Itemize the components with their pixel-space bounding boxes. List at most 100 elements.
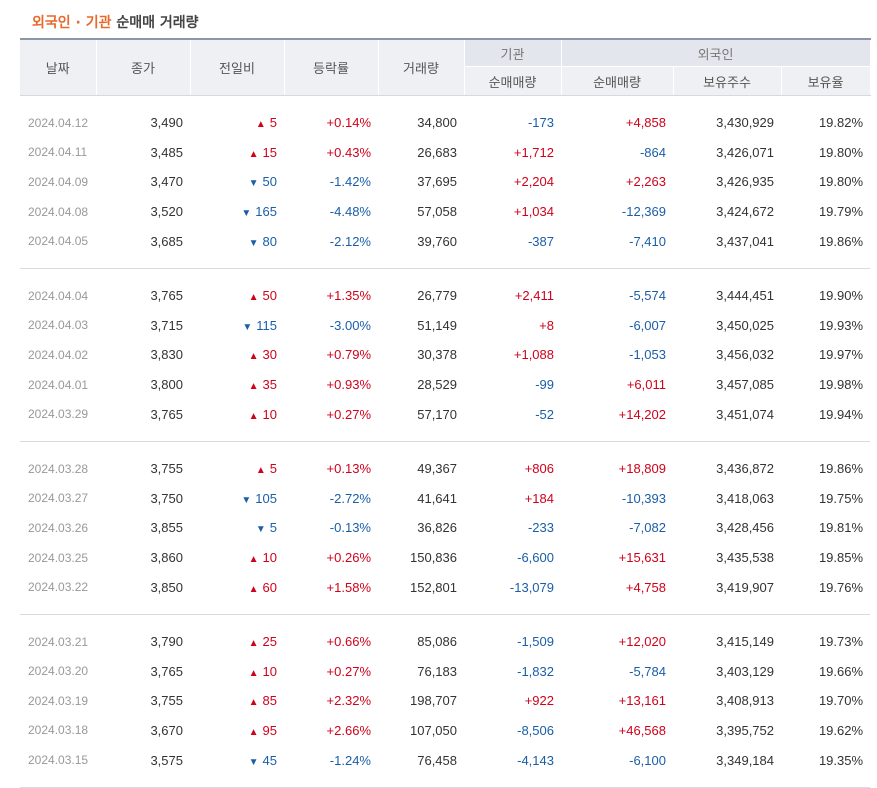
group-divider — [20, 614, 871, 615]
cell-foreign-ratio: 19.35% — [818, 752, 864, 768]
table-row: 2024.04.11 3,485 ▲ 15 +0.43% 26,683 +1,712 -864… — [20, 138, 870, 168]
change-value: 15 — [262, 144, 277, 160]
cell-foreign-holdings: 3,424,672 — [716, 204, 774, 220]
cell-close: 3,485 — [150, 144, 183, 160]
cell-change: ▲ 10 — [190, 543, 284, 573]
cell-close: 3,755 — [150, 693, 183, 709]
cell-foreign-net: +13,161 — [618, 693, 666, 709]
cell-institution-net: +1,712 — [513, 144, 554, 160]
group-divider — [20, 268, 871, 269]
cell-volume: 57,058 — [417, 204, 457, 220]
cell-volume: 36,826 — [417, 520, 457, 536]
cell-change: ▼ 50 — [190, 167, 284, 197]
cell-date: 2024.03.19 — [28, 693, 89, 708]
cell-institution-net: -1,832 — [517, 663, 554, 679]
table-row: 2024.04.04 3,765 ▲ 50 +1.35% 26,779 +2,411 -5,5… — [20, 281, 870, 311]
row-spacer — [20, 775, 870, 788]
cell-foreign-ratio: 19.85% — [818, 550, 864, 566]
cell-foreign-net: -7,082 — [629, 520, 666, 536]
cell-change: ▼ 45 — [190, 745, 284, 775]
up-triangle-icon: ▲ — [248, 697, 259, 709]
cell-foreign-net: -10,393 — [621, 490, 666, 506]
spacer-cell — [20, 775, 870, 788]
change-value: 30 — [262, 347, 277, 363]
cell-change: ▼ 5 — [190, 513, 284, 543]
cell-date: 2024.03.21 — [28, 634, 89, 649]
cell-foreign-holdings: 3,435,538 — [716, 550, 774, 566]
title-rest: 순매매 거래량 — [116, 15, 199, 31]
header-institution-net: 순매매량 — [464, 66, 562, 96]
cell-close: 3,855 — [150, 520, 183, 536]
change-value: 50 — [262, 288, 277, 304]
header-foreign-group: 외국인 — [561, 38, 871, 67]
down-triangle-icon: ▼ — [248, 756, 259, 768]
cell-foreign-ratio: 19.94% — [818, 406, 864, 422]
spacer-cell — [20, 96, 870, 109]
divider-cell — [20, 441, 871, 442]
cell-volume: 51,149 — [417, 317, 457, 333]
cell-volume: 57,170 — [417, 406, 457, 422]
cell-foreign-ratio: 19.75% — [818, 490, 864, 506]
cell-change: ▲ 85 — [190, 686, 284, 716]
cell-foreign-net: +15,631 — [618, 550, 666, 566]
table-row: 2024.03.22 3,850 ▲ 60 +1.58% 152,801 -13,079 +4… — [20, 572, 870, 602]
header-foreign-ratio: 보유율 — [781, 66, 871, 96]
cell-change: ▲ 10 — [190, 399, 284, 429]
cell-institution-net: +922 — [524, 693, 554, 709]
cell-institution-net: +1,034 — [513, 204, 554, 220]
cell-rate: -3.00% — [329, 317, 371, 333]
up-triangle-icon: ▲ — [248, 351, 259, 363]
cell-institution-net: -173 — [527, 115, 554, 131]
cell-foreign-ratio: 19.80% — [818, 174, 864, 190]
spacer-cell — [20, 429, 870, 442]
cell-foreign-holdings: 3,403,129 — [716, 663, 774, 679]
cell-rate: +0.13% — [326, 461, 371, 477]
cell-foreign-holdings: 3,428,456 — [716, 520, 774, 536]
cell-close: 3,790 — [150, 634, 183, 650]
down-triangle-icon: ▼ — [255, 524, 266, 536]
up-triangle-icon: ▲ — [248, 583, 259, 595]
cell-foreign-ratio: 19.82% — [818, 115, 864, 131]
cell-date: 2024.03.20 — [28, 664, 89, 679]
spacer-cell — [20, 256, 870, 269]
cell-date: 2024.03.22 — [28, 580, 89, 595]
cell-foreign-holdings: 3,430,929 — [716, 115, 774, 131]
cell-volume: 30,378 — [417, 347, 457, 363]
cell-foreign-net: -6,100 — [629, 752, 666, 768]
change-value: 105 — [255, 490, 277, 506]
cell-foreign-ratio: 19.98% — [818, 377, 864, 393]
table-row: 2024.03.28 3,755 ▲ 5 +0.13% 49,367 +806 +18,809… — [20, 454, 870, 484]
divider-cell — [20, 614, 871, 615]
cell-volume: 150,836 — [410, 550, 457, 566]
cell-rate: -1.42% — [329, 174, 371, 190]
cell-volume: 76,183 — [417, 663, 457, 679]
cell-date: 2024.03.27 — [28, 491, 89, 506]
table-row: 2024.03.25 3,860 ▲ 10 +0.26% 150,836 -6,600 +15… — [20, 543, 870, 573]
cell-institution-net: +1,088 — [513, 347, 554, 363]
cell-foreign-ratio: 19.86% — [818, 461, 864, 477]
table-row: 2024.04.12 3,490 ▲ 5 +0.14% 34,800 -173 +4,858 3… — [20, 108, 870, 138]
change-value: 165 — [255, 204, 277, 220]
cell-rate: +0.93% — [326, 377, 371, 393]
cell-rate: +1.58% — [326, 579, 371, 595]
cell-close: 3,830 — [150, 347, 183, 363]
change-value: 95 — [262, 722, 277, 738]
change-value: 115 — [256, 317, 277, 333]
cell-institution-net: -4,143 — [517, 752, 554, 768]
table-row: 2024.04.08 3,520 ▼ 165 -4.48% 57,058 +1,034 -12… — [20, 197, 870, 227]
cell-foreign-net: +18,809 — [618, 461, 666, 477]
cell-date: 2024.03.18 — [28, 723, 89, 738]
cell-date: 2024.04.11 — [28, 145, 88, 160]
cell-foreign-holdings: 3,415,149 — [716, 634, 774, 650]
up-triangle-icon: ▲ — [255, 119, 266, 131]
cell-foreign-ratio: 19.93% — [818, 317, 864, 333]
cell-institution-net: -13,079 — [509, 579, 554, 595]
row-spacer — [20, 256, 870, 269]
header-foreign-net: 순매매량 — [561, 66, 674, 96]
cell-foreign-holdings: 3,451,074 — [716, 406, 774, 422]
group-divider — [20, 441, 871, 442]
divider-cell — [20, 268, 871, 269]
cell-close: 3,490 — [150, 115, 183, 131]
spacer-cell — [20, 615, 870, 627]
cell-foreign-holdings: 3,456,032 — [716, 347, 774, 363]
